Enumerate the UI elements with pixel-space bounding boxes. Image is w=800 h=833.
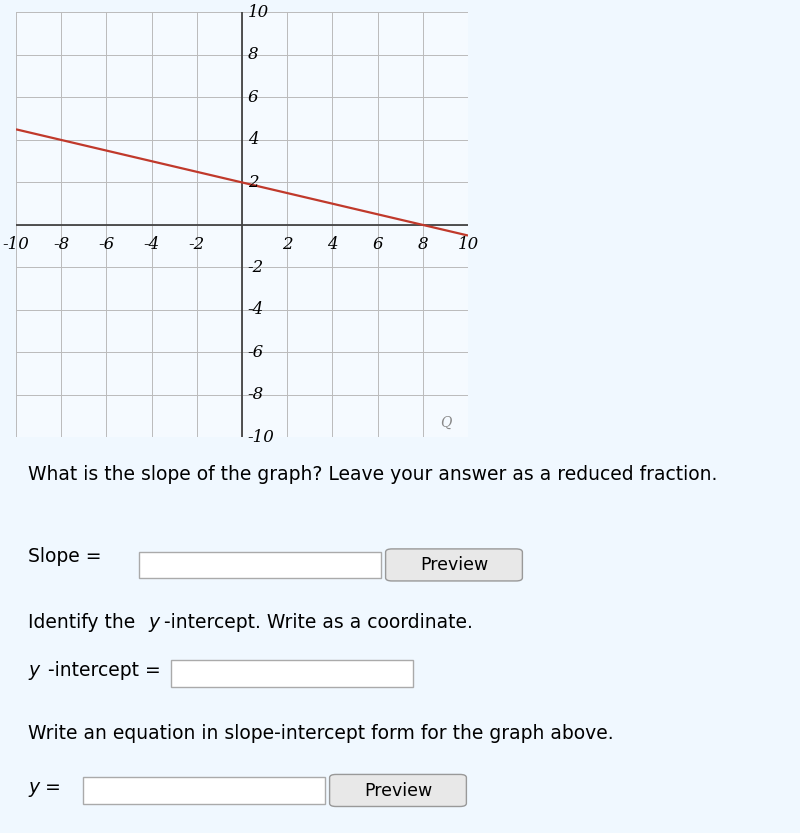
- Text: Q: Q: [440, 416, 451, 430]
- Text: 8: 8: [248, 47, 258, 63]
- FancyBboxPatch shape: [171, 661, 413, 687]
- FancyBboxPatch shape: [83, 777, 325, 804]
- Text: -intercept. Write as a coordinate.: -intercept. Write as a coordinate.: [164, 613, 473, 632]
- Text: y: y: [28, 661, 39, 681]
- Text: Write an equation in slope-intercept form for the graph above.: Write an equation in slope-intercept for…: [28, 724, 614, 743]
- Text: -intercept =: -intercept =: [48, 661, 161, 681]
- Text: -2: -2: [189, 236, 205, 252]
- Text: 2: 2: [282, 236, 293, 252]
- Text: -8: -8: [53, 236, 70, 252]
- Text: y: y: [148, 613, 159, 632]
- Text: -6: -6: [248, 344, 264, 361]
- Text: 10: 10: [458, 236, 478, 252]
- Text: 8: 8: [418, 236, 428, 252]
- Text: Identify the: Identify the: [28, 613, 142, 632]
- Text: 10: 10: [248, 4, 269, 21]
- Text: 4: 4: [248, 132, 258, 148]
- Text: 6: 6: [248, 89, 258, 106]
- Text: -2: -2: [248, 259, 264, 276]
- Text: -6: -6: [98, 236, 114, 252]
- Text: -10: -10: [2, 236, 30, 252]
- FancyBboxPatch shape: [386, 549, 522, 581]
- Text: 2: 2: [248, 174, 258, 191]
- Text: What is the slope of the graph? Leave your answer as a reduced fraction.: What is the slope of the graph? Leave yo…: [28, 465, 718, 484]
- Text: -8: -8: [248, 387, 264, 403]
- Text: -4: -4: [143, 236, 160, 252]
- FancyBboxPatch shape: [330, 775, 466, 806]
- Text: Preview: Preview: [364, 781, 433, 800]
- FancyBboxPatch shape: [139, 551, 381, 578]
- Text: -4: -4: [248, 302, 264, 318]
- Text: y =: y =: [28, 778, 61, 797]
- Text: 6: 6: [372, 236, 383, 252]
- Text: Slope =: Slope =: [28, 546, 102, 566]
- Text: 4: 4: [327, 236, 338, 252]
- Text: -10: -10: [248, 429, 274, 446]
- Text: Preview: Preview: [420, 556, 489, 574]
